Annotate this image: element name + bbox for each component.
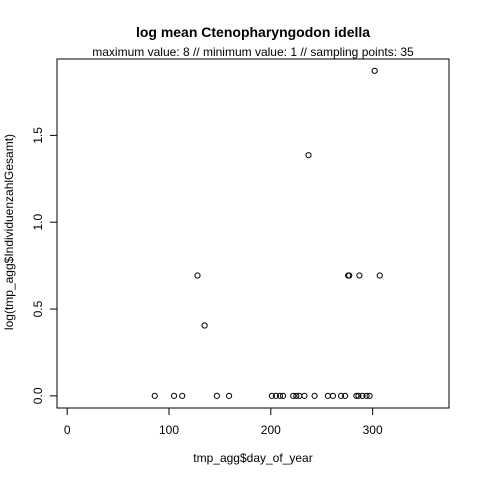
- data-point: [301, 392, 308, 399]
- x-tick-label: 100: [159, 423, 179, 437]
- y-axis-label: log(tmp_agg$IndividuenzahlGesamt): [2, 134, 16, 330]
- data-point: [366, 392, 373, 399]
- x-tick-label: 200: [261, 423, 281, 437]
- data-point: [225, 392, 233, 399]
- data-point: [356, 272, 363, 279]
- data-point: [201, 322, 208, 329]
- data-point: [353, 392, 360, 399]
- data-point: [376, 272, 383, 279]
- y-tick-label: 1.0: [31, 214, 45, 231]
- data-point: [355, 392, 362, 399]
- data-point: [305, 152, 312, 159]
- data-point: [268, 392, 275, 399]
- data-point: [179, 392, 186, 399]
- data-point: [311, 392, 318, 399]
- data-points: [151, 67, 383, 399]
- y-tick-label: 0.0: [31, 387, 45, 404]
- y-tick-label: 1.5: [31, 127, 45, 144]
- data-point: [272, 392, 280, 399]
- data-point: [346, 272, 353, 279]
- x-axis-label: tmp_agg$day_of_year: [193, 451, 312, 465]
- y-tick-label: 0.5: [31, 300, 45, 317]
- x-tick-label: 0: [64, 423, 71, 437]
- data-point: [276, 392, 284, 399]
- data-point: [170, 392, 178, 399]
- chart-title: log mean Ctenopharyngodon idella: [136, 24, 370, 40]
- data-point: [329, 392, 337, 399]
- plot-frame: [56, 58, 450, 409]
- data-point: [194, 272, 201, 279]
- data-point: [371, 67, 378, 74]
- data-point: [363, 392, 370, 399]
- data-point: [290, 392, 297, 399]
- data-point: [359, 392, 366, 399]
- data-point: [293, 392, 300, 399]
- data-point: [151, 392, 158, 399]
- x-tick-label: 300: [363, 423, 383, 437]
- data-point: [213, 392, 220, 399]
- x-axis: 0 100 200 300: [64, 407, 383, 437]
- chart-subtitle: maximum value: 8 // minimum value: 1 // …: [92, 45, 414, 59]
- y-axis: 0.0 0.5 1.0 1.5: [31, 127, 58, 404]
- data-point: [324, 392, 331, 399]
- data-point: [279, 392, 287, 399]
- data-point: [337, 392, 345, 399]
- data-point: [342, 392, 349, 399]
